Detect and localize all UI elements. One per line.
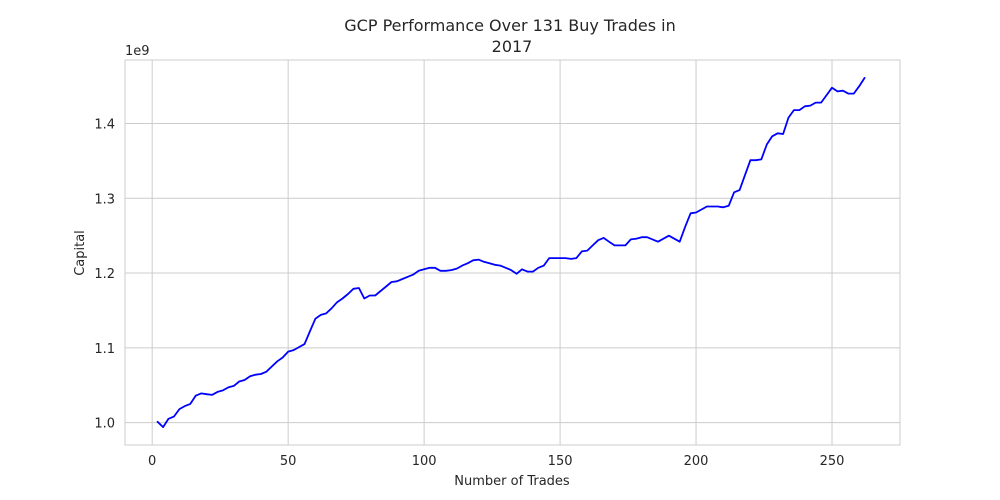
series-group: [156, 77, 866, 429]
series-line: [156, 77, 866, 429]
y-axis-label: Capital: [73, 230, 88, 276]
grid: [125, 60, 900, 445]
y-tick-label: 1.0: [94, 417, 115, 432]
x-tick-label: 50: [280, 454, 297, 469]
y-tick-labels: 1.0 1.1 1.2 1.3 1.4: [94, 118, 115, 432]
x-tick-label: 250: [820, 454, 845, 469]
chart-title-line-1: GCP Performance Over 131 Buy Trades in: [344, 16, 675, 35]
plot-area: [124, 59, 901, 446]
chart-title-line-2: 2017: [492, 37, 533, 56]
x-tick-label: 0: [148, 454, 156, 469]
x-tick-labels: 0 50 100 150 200 250: [148, 454, 844, 469]
x-tick-label: 200: [684, 454, 709, 469]
y-tick-label: 1.2: [94, 267, 115, 282]
x-tick-label: 100: [412, 454, 437, 469]
x-tick-label: 150: [548, 454, 573, 469]
y-tick-label: 1.4: [94, 118, 115, 133]
y-tick-label: 1.3: [94, 192, 115, 207]
y-tick-label: 1.1: [94, 342, 115, 357]
y-offset-label: 1e9: [125, 44, 150, 59]
x-axis-label: Number of Trades: [454, 474, 570, 489]
